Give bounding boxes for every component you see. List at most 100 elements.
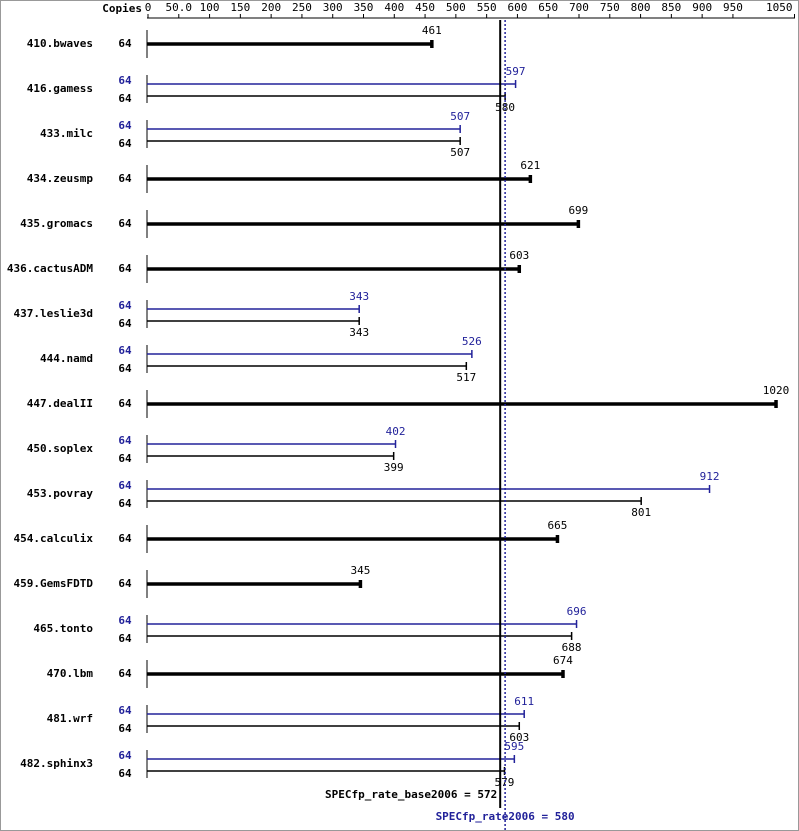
benchmark-label: 447.dealII xyxy=(27,397,93,410)
bar xyxy=(147,535,560,543)
x-tick-label: 600 xyxy=(507,1,527,14)
copies-label: 64 xyxy=(118,92,132,105)
copies-label: 64 xyxy=(118,452,132,465)
x-tick-label: 700 xyxy=(569,1,589,14)
value-label: 461 xyxy=(422,24,442,37)
copies-label: 64 xyxy=(118,362,132,375)
x-tick-label: 550 xyxy=(477,1,497,14)
value-label: 603 xyxy=(509,249,529,262)
bar xyxy=(147,400,778,408)
benchmark-label: 453.povray xyxy=(27,487,94,500)
bar xyxy=(147,220,581,228)
bar xyxy=(147,440,397,448)
value-label: 801 xyxy=(631,506,651,519)
copies-label: 64 xyxy=(118,749,132,762)
bar xyxy=(147,125,461,133)
bar xyxy=(147,722,521,730)
x-tick-label: 750 xyxy=(600,1,620,14)
value-label: 402 xyxy=(386,425,406,438)
bar xyxy=(147,580,363,588)
bar xyxy=(147,497,642,505)
x-tick-label: 500 xyxy=(446,1,466,14)
benchmark-label: 481.wrf xyxy=(47,712,93,725)
copies-label: 64 xyxy=(118,74,132,87)
bar xyxy=(147,40,434,48)
x-tick-label: 50.0 xyxy=(166,1,193,14)
benchmark-label: 435.gromacs xyxy=(20,217,93,230)
bar xyxy=(147,265,522,273)
copies-label: 64 xyxy=(118,262,132,275)
value-label: 343 xyxy=(349,290,369,303)
copies-label: 64 xyxy=(118,722,132,735)
copies-header: Copies xyxy=(102,2,142,15)
bar xyxy=(147,362,468,370)
benchmark-label: 454.calculix xyxy=(14,532,94,545)
value-label: 595 xyxy=(504,740,524,753)
benchmark-label: 482.sphinx3 xyxy=(20,757,93,770)
bar xyxy=(147,485,711,493)
bar xyxy=(147,175,533,183)
copies-label: 64 xyxy=(118,119,132,132)
copies-label: 64 xyxy=(118,434,132,447)
benchmark-label: 450.soplex xyxy=(27,442,94,455)
x-tick-label: 100 xyxy=(200,1,220,14)
x-tick-label: 650 xyxy=(538,1,558,14)
value-label: 699 xyxy=(568,204,588,217)
copies-label: 64 xyxy=(118,632,132,645)
value-label: 507 xyxy=(450,110,470,123)
bar xyxy=(147,670,565,678)
x-tick-label: 900 xyxy=(692,1,712,14)
copies-label: 64 xyxy=(118,317,132,330)
value-label: 665 xyxy=(548,519,568,532)
benchmark-label: 416.gamess xyxy=(27,82,93,95)
copies-label: 64 xyxy=(118,299,132,312)
benchmark-label: 434.zeusmp xyxy=(27,172,94,185)
x-tick-label: 850 xyxy=(661,1,681,14)
x-tick-label: 0 xyxy=(145,1,152,14)
bar xyxy=(147,80,517,88)
benchmark-label: 410.bwaves xyxy=(27,37,93,50)
value-label: 688 xyxy=(562,641,582,654)
reference-label: SPECfp_rate2006 = 580 xyxy=(436,810,575,823)
benchmark-label: 444.namd xyxy=(40,352,93,365)
copies-label: 64 xyxy=(118,172,132,185)
value-label: 696 xyxy=(567,605,587,618)
copies-label: 64 xyxy=(118,704,132,717)
value-label: 912 xyxy=(700,470,720,483)
value-label: 1020 xyxy=(763,384,790,397)
value-label: 603 xyxy=(509,731,529,744)
copies-label: 64 xyxy=(118,767,132,780)
copies-label: 64 xyxy=(118,532,132,545)
bar xyxy=(147,452,395,460)
benchmark-label: 437.leslie3d xyxy=(14,307,93,320)
bar xyxy=(147,305,360,313)
benchmark-label: 465.tonto xyxy=(33,622,93,635)
value-label: 611 xyxy=(514,695,534,708)
x-tick-label: 250 xyxy=(292,1,312,14)
value-label: 343 xyxy=(349,326,369,339)
value-label: 621 xyxy=(520,159,540,172)
benchmark-label: 459.GemsFDTD xyxy=(14,577,94,590)
bar xyxy=(147,317,360,325)
copies-label: 64 xyxy=(118,137,132,150)
benchmark-label: 470.lbm xyxy=(47,667,94,680)
bar xyxy=(147,755,516,763)
copies-label: 64 xyxy=(118,217,132,230)
value-label: 507 xyxy=(450,146,470,159)
value-label: 517 xyxy=(456,371,476,384)
copies-label: 64 xyxy=(118,614,132,627)
bar xyxy=(147,137,461,145)
x-tick-label: 950 xyxy=(723,1,743,14)
value-label: 674 xyxy=(553,654,573,667)
copies-label: 64 xyxy=(118,667,132,680)
copies-label: 64 xyxy=(118,577,132,590)
copies-label: 64 xyxy=(118,497,132,510)
bar xyxy=(147,350,473,358)
x-tick-label: 300 xyxy=(323,1,343,14)
benchmark-label: 433.milc xyxy=(40,127,93,140)
benchmark-label: 436.cactusADM xyxy=(7,262,93,275)
value-label: 345 xyxy=(350,564,370,577)
x-tick-label: 800 xyxy=(631,1,651,14)
x-tick-label: 400 xyxy=(384,1,404,14)
